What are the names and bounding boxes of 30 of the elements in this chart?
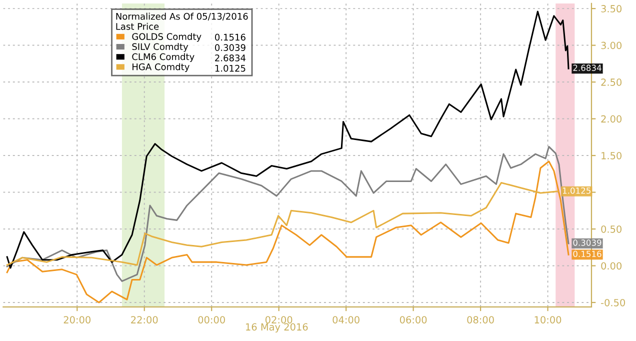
y-tick-label: 3.50 bbox=[601, 5, 622, 12]
y-tick-label: 2.50 bbox=[601, 78, 622, 86]
legend-label: HGA Comdty bbox=[132, 63, 190, 72]
text: 0.3039 bbox=[215, 44, 246, 51]
x-tick-label: 06:00 bbox=[400, 316, 427, 324]
text: 1.0125 bbox=[215, 64, 246, 72]
y-tick-label: 0.50 bbox=[601, 225, 622, 233]
text: 0.1516 bbox=[215, 34, 246, 41]
data-label: 2.6834 bbox=[573, 64, 602, 71]
y-tick-label: 3.00 bbox=[601, 42, 622, 50]
y-tick-label: 2.00 bbox=[601, 115, 622, 123]
legend-label: SILV Comdty bbox=[132, 43, 188, 52]
x-tick-label: 22:00 bbox=[131, 316, 158, 324]
x-tick-label: 00:00 bbox=[198, 316, 225, 324]
y-tick-label: 1.50 bbox=[602, 152, 622, 160]
data-label: 0.1516 bbox=[573, 250, 602, 258]
legend-label: CLM6 Comdty bbox=[132, 53, 194, 62]
x-tick-label: 08:00 bbox=[467, 316, 494, 324]
x-tick-label: 10:00 bbox=[534, 316, 562, 324]
data-label: 1.0125 bbox=[562, 187, 590, 194]
legend-title: Normalized As Of 05/13/2016 Last Price bbox=[116, 12, 248, 30]
text: 2.6834 bbox=[215, 54, 246, 62]
y-tick-label: -0.50 bbox=[600, 298, 626, 306]
legend-label: GOLDS Comdty bbox=[132, 32, 202, 42]
data-label: 0.3039 bbox=[573, 240, 602, 246]
x-tick-label: 04:00 bbox=[332, 316, 360, 324]
y-tick-label: 0.00 bbox=[601, 262, 622, 270]
x-tick-label: 02:00 bbox=[265, 316, 292, 324]
text: 16 May 2016 bbox=[246, 323, 308, 332]
x-tick-label: 20:00 bbox=[64, 316, 90, 324]
